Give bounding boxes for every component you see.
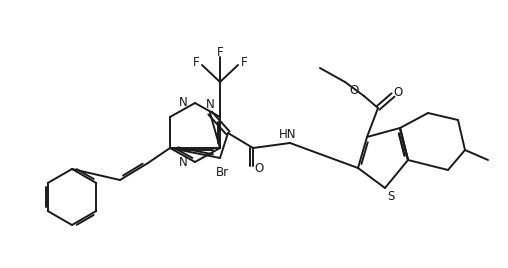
Text: O: O bbox=[255, 162, 264, 174]
Text: N: N bbox=[179, 155, 188, 169]
Text: N: N bbox=[206, 99, 214, 111]
Text: S: S bbox=[387, 189, 395, 203]
Text: F: F bbox=[217, 46, 224, 58]
Text: O: O bbox=[393, 85, 403, 99]
Text: HN: HN bbox=[279, 128, 297, 142]
Text: F: F bbox=[241, 57, 247, 69]
Text: F: F bbox=[193, 57, 199, 69]
Text: Br: Br bbox=[215, 166, 229, 180]
Text: O: O bbox=[350, 84, 359, 98]
Text: N: N bbox=[179, 96, 188, 110]
